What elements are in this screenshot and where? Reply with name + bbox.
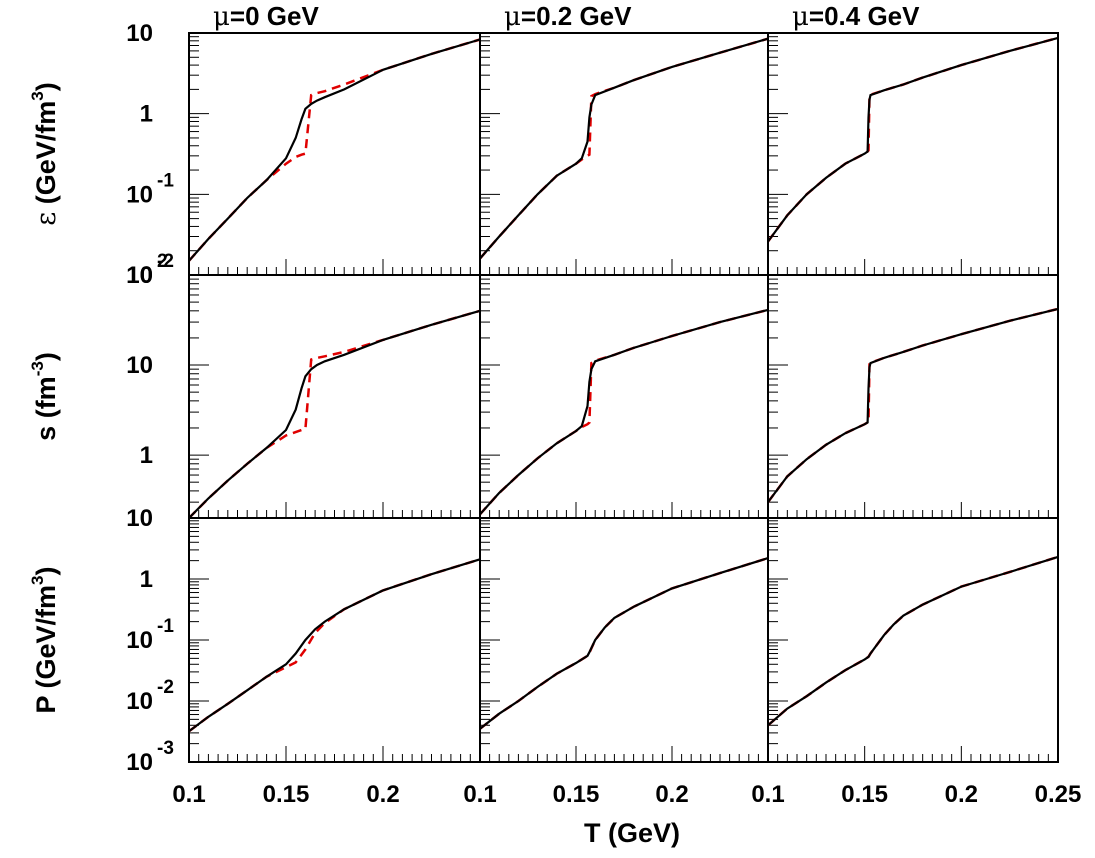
- y-tick-label: 10: [126, 749, 153, 776]
- series-smooth-line: [767, 555, 1059, 727]
- x-tick-label: 0.15: [263, 781, 310, 808]
- series-smooth-line: [188, 309, 481, 519]
- x-tick-label: 0.1: [463, 781, 496, 808]
- x-tick-label: 0.15: [841, 781, 888, 808]
- series-smooth-line: [479, 37, 769, 260]
- row-ylabel: s (fm-3): [28, 352, 61, 441]
- y-tick-label: 10: [126, 20, 153, 47]
- column-headers: μ=0 GeV μ=0.2 GeV μ=0.4 GeV: [213, 1, 920, 32]
- panel-frame: [767, 32, 1059, 276]
- y-tick-label: 1: [140, 442, 153, 469]
- series-jump-line: [767, 307, 1059, 503]
- series-jump-line: [479, 37, 769, 260]
- x-tick-label: 0.1: [172, 781, 205, 808]
- ylabel-sup: 3: [28, 91, 47, 100]
- y-tick-label: 10: [126, 181, 153, 208]
- panel-frame: [188, 32, 481, 276]
- series-jump-line: [479, 556, 769, 730]
- y-tick-exponent: -3: [157, 738, 174, 759]
- panel-frame: [479, 517, 769, 763]
- row-ylabel: ε (GeV/fm3): [28, 82, 62, 226]
- x-axis-label: T (GeV): [584, 818, 680, 848]
- mu-value: =0.4 GeV: [809, 1, 920, 31]
- series-smooth-line: [479, 308, 769, 516]
- ylabel-sup: 3: [28, 575, 47, 584]
- x-tick-label: 0.1: [751, 781, 784, 808]
- ylabel-symbol: s: [31, 426, 61, 441]
- mu-value: =0.2 GeV: [521, 1, 632, 31]
- panel-r0-c2: [766, 32, 1059, 276]
- ylabel-sup: -3: [28, 361, 47, 376]
- y-tick-exponent: -1: [157, 616, 174, 637]
- series-jump-line: [188, 309, 481, 519]
- ylabel-symbol: P: [31, 696, 61, 714]
- mu-symbol: μ: [504, 2, 521, 32]
- y-tick-label: 1: [140, 566, 153, 593]
- panel-r0-c0: [188, 32, 481, 276]
- ylabel-unit: (GeV/fm: [31, 585, 61, 696]
- series-smooth-line: [188, 558, 481, 733]
- panel-frame: [188, 517, 481, 763]
- y-tick-exponent: 2: [157, 251, 168, 272]
- column-header: μ=0.2 GeV: [504, 1, 632, 32]
- x-tick-label: 0.2: [945, 781, 978, 808]
- series-smooth-line: [188, 38, 481, 262]
- x-tick-label: 0.2: [366, 781, 399, 808]
- ylabel-unit: (GeV/fm: [31, 101, 61, 212]
- panel-r1-c2: [767, 274, 1059, 519]
- y-tick-exponent: -1: [157, 170, 174, 191]
- panel-frame: [767, 517, 1059, 763]
- panel-r0-c1: [479, 32, 769, 276]
- x-tick-labels: 0.1 0.15 0.2 0.1 0.15 0.2 0.1 0.15 0.2 0.25: [172, 781, 1081, 808]
- ylabel-close: ): [31, 352, 61, 361]
- ylabel-close: ): [31, 82, 61, 91]
- column-header: μ=0 GeV: [213, 1, 319, 32]
- panel-frame: [479, 274, 769, 519]
- panel-r1-c1: [479, 274, 769, 519]
- series-jump-line: [766, 36, 1059, 243]
- series-jump-line: [767, 555, 1059, 727]
- column-header: μ=0.4 GeV: [792, 1, 920, 32]
- series-smooth-line: [767, 36, 1059, 243]
- y-tick-label: 10: [126, 627, 153, 654]
- mu-symbol: μ: [792, 2, 809, 32]
- panel-frame: [767, 274, 1059, 519]
- ylabel-symbol: ε: [31, 212, 62, 226]
- ylabel-close: ): [31, 566, 61, 575]
- series-jump-line: [188, 558, 481, 733]
- ylabel-unit: (fm: [31, 376, 61, 426]
- panel-frame: [188, 274, 481, 519]
- x-tick-label: 0.2: [655, 781, 688, 808]
- y-tick-label: 10: [126, 688, 153, 715]
- y-tick-label: 10: [126, 505, 153, 532]
- series-jump-line: [188, 38, 481, 262]
- y-tick-label: 10: [126, 262, 153, 289]
- mu-symbol: μ: [213, 2, 230, 32]
- x-tick-label: 0.15: [553, 781, 600, 808]
- panel-r2-c1: [479, 517, 769, 763]
- x-tick-label: 0.25: [1035, 781, 1082, 808]
- panel-r1-c0: [188, 274, 481, 519]
- y-tick-exponent: -2: [157, 251, 174, 272]
- row-y-labels: ε (GeV/fm3)s (fm-3)P (GeV/fm3): [28, 82, 62, 713]
- y-tick-label: 10: [126, 352, 153, 379]
- panel-r2-c0: [188, 517, 481, 763]
- panels: [188, 32, 1059, 763]
- panel-r2-c2: [767, 517, 1059, 763]
- y-tick-label: 10: [126, 262, 153, 289]
- y-tick-exponent: -2: [157, 677, 174, 698]
- series-smooth-line: [479, 557, 769, 730]
- series-jump-line: [479, 308, 769, 516]
- row-ylabel: P (GeV/fm3): [28, 566, 61, 713]
- y-tick-label: 1: [140, 101, 153, 128]
- series-smooth-line: [767, 307, 1059, 503]
- panel-frame: [479, 32, 769, 276]
- mu-value: =0 GeV: [230, 1, 320, 31]
